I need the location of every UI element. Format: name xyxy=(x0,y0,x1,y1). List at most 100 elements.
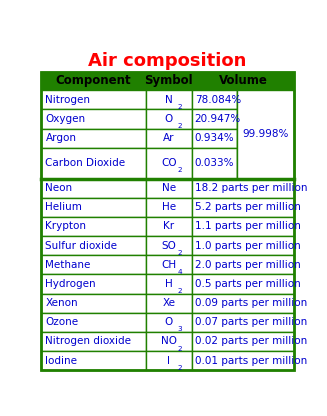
Bar xyxy=(192,351,294,370)
Text: 2: 2 xyxy=(177,250,182,256)
Text: 0.07 parts per million: 0.07 parts per million xyxy=(195,317,307,327)
Text: Component: Component xyxy=(56,74,131,87)
Text: O: O xyxy=(165,114,173,124)
Bar xyxy=(146,294,192,313)
Bar xyxy=(41,313,146,332)
Text: Ne: Ne xyxy=(162,183,176,193)
Bar xyxy=(192,178,294,198)
Text: Neon: Neon xyxy=(45,183,73,193)
Bar xyxy=(41,90,146,109)
Bar xyxy=(146,90,192,109)
Bar xyxy=(41,109,146,129)
Text: Ar: Ar xyxy=(163,133,175,143)
Text: 2.0 parts per million: 2.0 parts per million xyxy=(195,260,301,270)
Text: 0.01 parts per million: 0.01 parts per million xyxy=(195,356,307,366)
Text: 2: 2 xyxy=(177,365,182,371)
Bar xyxy=(41,72,146,90)
Bar xyxy=(146,217,192,236)
Bar xyxy=(146,255,192,275)
Bar xyxy=(41,178,146,198)
Text: CH: CH xyxy=(161,260,177,270)
Text: Oxygen: Oxygen xyxy=(45,114,86,124)
Text: 0.5 parts per million: 0.5 parts per million xyxy=(195,279,301,289)
Text: 1.0 parts per million: 1.0 parts per million xyxy=(195,240,301,250)
Bar xyxy=(146,275,192,294)
Text: Argon: Argon xyxy=(45,133,77,143)
Bar xyxy=(41,275,146,294)
Bar xyxy=(41,255,146,275)
Bar xyxy=(192,332,294,351)
Text: 0.09 parts per million: 0.09 parts per million xyxy=(195,298,307,308)
Bar xyxy=(146,178,192,198)
Text: O: O xyxy=(165,317,173,327)
Bar xyxy=(192,236,294,255)
Text: Air composition: Air composition xyxy=(88,52,247,70)
Text: 99.998%: 99.998% xyxy=(243,129,289,139)
Bar xyxy=(192,294,294,313)
Text: 2: 2 xyxy=(177,104,182,110)
Bar xyxy=(41,148,146,178)
Bar xyxy=(192,72,294,90)
Bar xyxy=(192,255,294,275)
Bar xyxy=(146,351,192,370)
Bar xyxy=(41,332,146,351)
Bar xyxy=(192,109,237,129)
Text: 3: 3 xyxy=(177,327,182,332)
Text: NO: NO xyxy=(161,337,177,347)
Text: Volume: Volume xyxy=(218,74,267,87)
Bar xyxy=(237,109,294,129)
Bar xyxy=(192,148,237,178)
Text: 2: 2 xyxy=(177,123,182,129)
Text: 1.1 parts per million: 1.1 parts per million xyxy=(195,221,301,231)
Bar xyxy=(192,217,294,236)
Text: Helium: Helium xyxy=(45,202,82,212)
Bar xyxy=(237,90,294,178)
Text: Kr: Kr xyxy=(163,221,174,231)
Bar xyxy=(41,351,146,370)
Text: Carbon Dioxide: Carbon Dioxide xyxy=(45,158,126,168)
Text: Iodine: Iodine xyxy=(45,356,77,366)
Text: 4: 4 xyxy=(177,269,182,275)
Text: Ozone: Ozone xyxy=(45,317,78,327)
Bar xyxy=(192,90,237,109)
Text: 0.934%: 0.934% xyxy=(195,133,234,143)
Bar xyxy=(237,148,294,178)
Bar xyxy=(146,109,192,129)
Bar xyxy=(146,236,192,255)
Bar xyxy=(41,294,146,313)
Bar xyxy=(192,198,294,217)
Text: Krypton: Krypton xyxy=(45,221,86,231)
Text: 5.2 parts per million: 5.2 parts per million xyxy=(195,202,301,212)
Text: 78.084%: 78.084% xyxy=(195,95,241,105)
Bar xyxy=(146,129,192,148)
Text: H: H xyxy=(165,279,173,289)
Bar xyxy=(41,129,146,148)
Text: He: He xyxy=(162,202,176,212)
Bar xyxy=(41,217,146,236)
Bar xyxy=(146,72,192,90)
Bar xyxy=(192,275,294,294)
Bar xyxy=(41,236,146,255)
Text: SO: SO xyxy=(162,240,176,250)
Text: Symbol: Symbol xyxy=(145,74,193,87)
Text: Xe: Xe xyxy=(162,298,175,308)
Text: 20.947%: 20.947% xyxy=(195,114,241,124)
Text: Nitrogen: Nitrogen xyxy=(45,95,91,105)
Bar xyxy=(41,198,146,217)
Text: 0.02 parts per million: 0.02 parts per million xyxy=(195,337,307,347)
Text: 2: 2 xyxy=(177,346,182,352)
Text: Hydrogen: Hydrogen xyxy=(45,279,96,289)
Text: I: I xyxy=(167,356,170,366)
Bar xyxy=(146,313,192,332)
Text: Sulfur dioxide: Sulfur dioxide xyxy=(45,240,117,250)
Bar xyxy=(146,198,192,217)
Bar xyxy=(237,90,294,109)
Text: Nitrogen dioxide: Nitrogen dioxide xyxy=(45,337,131,347)
Text: CO: CO xyxy=(161,158,177,168)
Text: 2: 2 xyxy=(177,288,182,294)
Bar xyxy=(192,129,237,148)
Text: N: N xyxy=(165,95,173,105)
Text: 2: 2 xyxy=(177,167,182,173)
Text: Methane: Methane xyxy=(45,260,91,270)
Text: 0.033%: 0.033% xyxy=(195,158,234,168)
